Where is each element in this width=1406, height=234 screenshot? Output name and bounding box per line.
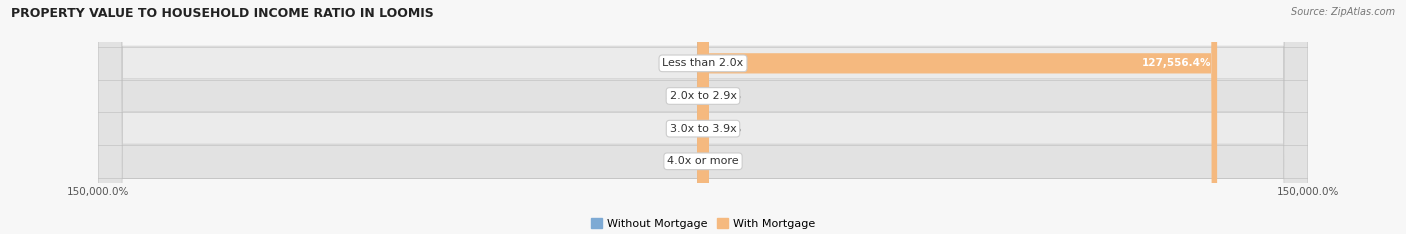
Text: Source: ZipAtlas.com: Source: ZipAtlas.com [1291,7,1395,17]
Text: 4.0x or more: 4.0x or more [668,156,738,166]
FancyBboxPatch shape [98,0,1308,234]
FancyBboxPatch shape [98,0,1308,234]
Legend: Without Mortgage, With Mortgage: Without Mortgage, With Mortgage [586,213,820,233]
Text: 21.4%: 21.4% [665,91,697,101]
FancyBboxPatch shape [697,0,709,234]
FancyBboxPatch shape [703,0,1218,234]
Text: PROPERTY VALUE TO HOUSEHOLD INCOME RATIO IN LOOMIS: PROPERTY VALUE TO HOUSEHOLD INCOME RATIO… [11,7,434,20]
Text: 3.0x to 3.9x: 3.0x to 3.9x [669,124,737,134]
Text: 78.6%: 78.6% [665,58,697,68]
FancyBboxPatch shape [697,0,709,234]
FancyBboxPatch shape [697,0,709,234]
FancyBboxPatch shape [697,0,709,234]
Text: Less than 2.0x: Less than 2.0x [662,58,744,68]
Text: 0.0%: 0.0% [672,156,699,166]
Text: 18.2%: 18.2% [707,156,741,166]
Text: 0.0%: 0.0% [672,124,699,134]
Text: 50.9%: 50.9% [709,91,741,101]
Text: 25.5%: 25.5% [709,124,741,134]
FancyBboxPatch shape [697,0,709,234]
Text: 2.0x to 2.9x: 2.0x to 2.9x [669,91,737,101]
Text: 127,556.4%: 127,556.4% [1142,58,1211,68]
FancyBboxPatch shape [98,0,1308,234]
FancyBboxPatch shape [98,0,1308,234]
